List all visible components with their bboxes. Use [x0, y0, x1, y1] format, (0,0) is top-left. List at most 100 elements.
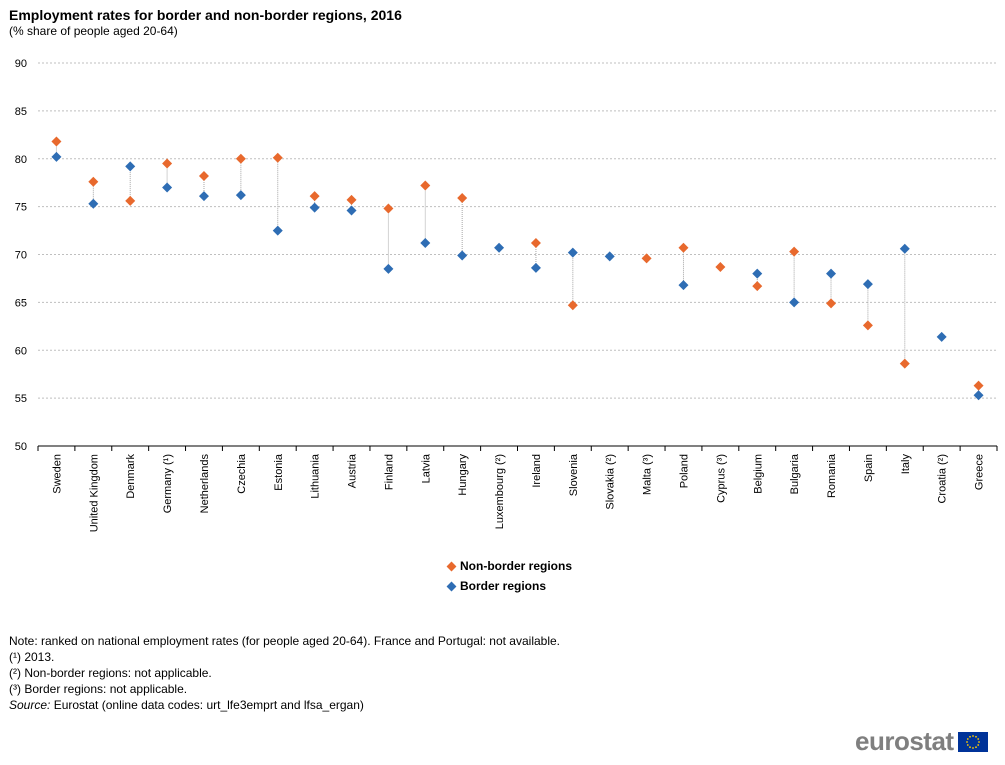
legend-label-non-border: Non-border regions: [460, 559, 573, 573]
border-marker: [383, 263, 394, 274]
note-footnote-1: (¹) 2013.: [9, 650, 55, 664]
border-marker: [88, 198, 99, 209]
x-tick-label: Germany (¹): [162, 454, 174, 513]
x-tick-label: Slovakia (²): [605, 454, 617, 510]
chart-title: Employment rates for border and non-bord…: [9, 7, 402, 23]
non-border-marker: [420, 180, 431, 191]
source-text: Eurostat (online data codes: urt_lfe3emp…: [53, 698, 364, 712]
y-tick-label: 80: [15, 154, 27, 166]
y-tick-label: 90: [15, 58, 27, 70]
x-tick-label: Greece: [974, 454, 986, 490]
x-tick-label: Hungary: [457, 454, 469, 496]
non-border-marker: [125, 195, 136, 206]
x-tick-label: Lithuania: [310, 453, 322, 499]
y-tick-label: 60: [15, 345, 27, 357]
non-border-marker: [309, 191, 320, 202]
chart-plot: 50 55 60 65 70 75 80 85 90 Sweden United Kingdom D…: [15, 58, 998, 532]
border-marker: [125, 161, 136, 172]
x-tick-label: United Kingdom: [88, 454, 100, 532]
border-marker: [494, 242, 505, 253]
source-label: Source:: [9, 698, 51, 712]
border-marker: [162, 182, 173, 193]
x-tick-label: Poland: [678, 454, 690, 488]
border-marker: [198, 191, 209, 202]
x-tick-label: Cyprus (³): [715, 454, 727, 503]
border-marker: [272, 225, 283, 236]
non-border-marker: [862, 320, 873, 331]
x-axis-ticks: Sweden United Kingdom Denmark Germany (¹) Ne…: [37, 446, 998, 532]
non-border-marker: [899, 358, 910, 369]
non-border-marker: [752, 281, 763, 292]
border-marker: [457, 250, 468, 261]
note-footnote-2: (²) Non-border regions: not applicable.: [9, 666, 212, 680]
x-tick-label: Italy: [900, 454, 912, 475]
x-tick-label: Austria: [347, 453, 359, 488]
gridlines: [38, 62, 997, 447]
logo-text: eurostat: [855, 726, 954, 756]
y-tick-label: 85: [15, 106, 27, 118]
non-border-marker: [530, 238, 541, 249]
non-border-marker: [826, 298, 837, 309]
non-border-marker: [641, 253, 652, 264]
non-border-marker: [88, 176, 99, 187]
x-tick-label: Czechia: [236, 453, 248, 494]
border-marker: [346, 205, 357, 216]
eurostat-logo: eurostat: [855, 726, 988, 757]
non-border-marker: [715, 261, 726, 272]
x-tick-label: Spain: [863, 454, 875, 482]
x-tick-label: Croatia (²): [937, 454, 949, 504]
non-border-marker: [198, 170, 209, 181]
border-marker: [826, 268, 837, 279]
border-marker: [51, 151, 62, 162]
y-tick-label: 70: [15, 250, 27, 262]
border-marker: [567, 247, 578, 258]
border-marker: [530, 262, 541, 273]
y-tick-label: 50: [15, 441, 27, 453]
chart-notes: Note: ranked on national employment rate…: [9, 633, 560, 713]
legend: Non-border regions Border regions: [446, 556, 573, 596]
non-border-marker: [567, 300, 578, 311]
legend-marker-border: [446, 581, 457, 591]
x-tick-label: Romania: [826, 453, 838, 498]
non-border-marker: [51, 136, 62, 147]
x-tick-label: Malta (³): [642, 454, 654, 495]
non-border-marker: [162, 158, 173, 169]
source-line: Source: Eurostat (online data codes: urt…: [9, 697, 560, 713]
chart-subtitle: (% share of people aged 20-64): [9, 24, 178, 38]
border-marker: [789, 297, 800, 308]
x-tick-label: Latvia: [420, 453, 432, 483]
data-markers: [51, 136, 984, 401]
border-marker: [899, 243, 910, 254]
non-border-marker: [678, 242, 689, 253]
x-tick-label: Bulgaria: [789, 453, 801, 494]
border-marker: [752, 268, 763, 279]
eu-flag-icon: [957, 731, 988, 752]
legend-item-border: Border regions: [446, 576, 572, 596]
border-marker: [235, 190, 246, 201]
note-ranking: Note: ranked on national employment rate…: [9, 634, 561, 648]
x-tick-label: Estonia: [273, 453, 285, 491]
border-marker: [862, 279, 873, 290]
x-tick-label: Denmark: [125, 454, 137, 499]
non-border-marker: [457, 193, 468, 204]
x-tick-label: Ireland: [531, 454, 543, 488]
border-marker: [678, 280, 689, 291]
non-border-marker: [973, 380, 984, 391]
non-border-marker: [346, 194, 357, 205]
y-tick-label: 75: [15, 202, 27, 214]
non-border-marker: [789, 246, 800, 257]
x-tick-label: Netherlands: [199, 454, 211, 514]
border-marker: [936, 331, 947, 342]
border-marker: [309, 202, 320, 213]
legend-marker-non-border: [446, 561, 457, 571]
legend-label-border: Border regions: [460, 579, 547, 593]
border-marker: [973, 390, 984, 401]
x-tick-label: Sweden: [51, 454, 63, 494]
x-tick-label: Luxembourg (²): [494, 454, 506, 529]
legend-item-non-border: Non-border regions: [446, 556, 573, 576]
border-marker: [604, 251, 615, 262]
x-tick-label: Belgium: [752, 454, 764, 494]
border-marker: [420, 238, 431, 249]
non-border-marker: [235, 153, 246, 164]
x-tick-label: Slovenia: [568, 453, 580, 496]
